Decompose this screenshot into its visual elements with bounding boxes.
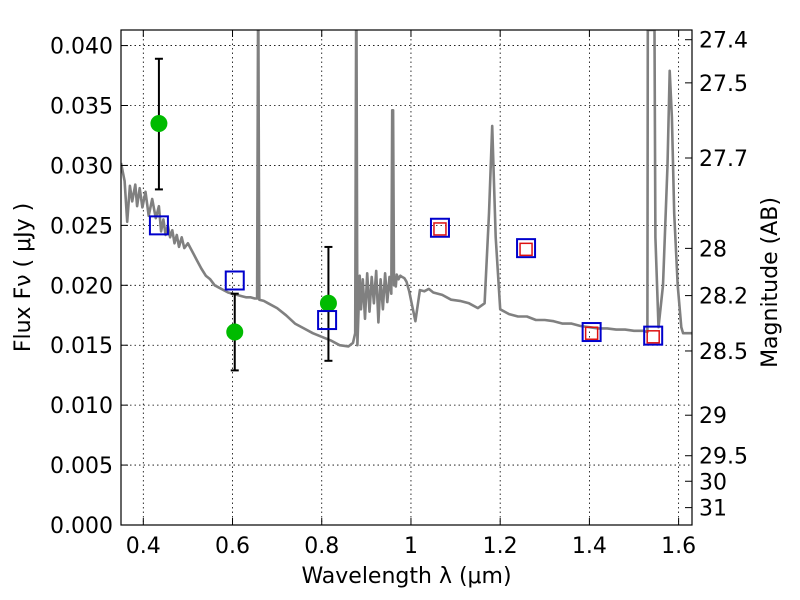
x-axis-label: Wavelength λ (μm): [301, 564, 511, 589]
blue-square-marker: [516, 238, 537, 259]
right-tick-label: 27.5: [699, 72, 748, 97]
green-data-point: [319, 294, 337, 312]
right-tick-label: 27.7: [699, 147, 748, 172]
red-square-marker: [433, 222, 447, 236]
blue-square-marker: [317, 310, 338, 331]
x-tick-label: 0.6: [215, 534, 250, 559]
x-tick-label: 0.4: [126, 534, 161, 559]
blue-square-marker: [224, 270, 245, 291]
y-tick-label: 0.000: [50, 514, 113, 539]
data-markers: [148, 57, 664, 372]
green-data-point: [226, 323, 244, 341]
green-data-point: [150, 114, 168, 132]
red-square-marker: [646, 330, 660, 344]
right-axis-label: Magnitude (AB): [758, 197, 783, 368]
red-square-marker: [584, 326, 599, 340]
right-tick-label: 28: [699, 237, 727, 262]
y-tick-label: 0.030: [50, 154, 113, 179]
right-tick-label: 28.2: [699, 285, 748, 310]
y-tick-label: 0.005: [50, 454, 113, 479]
plot-area: [121, 30, 692, 348]
right-tick-label: 30: [699, 470, 727, 495]
x-tick-label: 1.2: [483, 534, 518, 559]
plot-frame: [120, 29, 693, 526]
x-tick-label: 1.6: [661, 534, 696, 559]
model-spectrum-line: [121, 30, 692, 348]
red-square-marker: [519, 242, 533, 257]
y-axis-ticks: 0.000 0.005 0.010 0.015 0.020 0.025 0.030 0.035…: [50, 35, 128, 539]
y-tick-label: 0.025: [50, 214, 113, 239]
blue-square-marker: [581, 322, 602, 343]
blue-square-marker: [643, 325, 664, 346]
y-tick-label: 0.015: [50, 334, 113, 359]
x-tick-label: 0.8: [304, 534, 339, 559]
right-tick-label: 27.4: [699, 29, 748, 54]
right-tick-label: 31: [699, 497, 727, 522]
y-tick-label: 0.010: [50, 394, 113, 419]
blue-square-marker: [148, 215, 169, 236]
y-tick-label: 0.020: [50, 274, 113, 299]
x-tick-label: 1.4: [572, 534, 607, 559]
x-axis-ticks: 0.4 0.6 0.8 1 1.2 1.4 1.6: [126, 30, 696, 559]
y-tick-label: 0.035: [50, 95, 113, 120]
right-tick-label: 29.5: [699, 445, 748, 470]
blue-square-marker: [429, 217, 450, 238]
x-tick-label: 1: [404, 534, 418, 559]
right-tick-label: 28.5: [699, 340, 748, 365]
right-tick-label: 29: [699, 404, 727, 429]
y-tick-label: 0.040: [50, 35, 113, 60]
y-axis-label: Flux Fν ( μJy ): [11, 203, 36, 352]
